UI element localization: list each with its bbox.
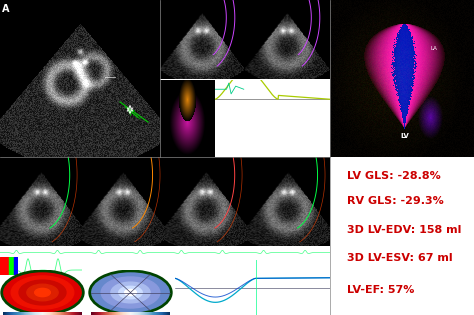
Circle shape (3, 272, 82, 313)
Text: LV: LV (401, 133, 409, 139)
Text: C: C (164, 5, 171, 15)
Text: RV GLS: -29.3%: RV GLS: -29.3% (347, 196, 444, 206)
Bar (0, 257, 9, 275)
Circle shape (35, 288, 50, 297)
Text: 3D LV-ESV: 67 ml: 3D LV-ESV: 67 ml (347, 253, 453, 263)
Circle shape (27, 284, 58, 301)
Text: LA: LA (430, 46, 437, 51)
Circle shape (101, 277, 160, 308)
Bar (9, 257, 13, 275)
Bar (13, 257, 18, 275)
Text: 3D LV-EDV: 158 ml: 3D LV-EDV: 158 ml (347, 225, 462, 235)
Circle shape (91, 272, 170, 313)
Text: RVPWSL: -26.6 %: RVPWSL: -26.6 % (281, 258, 311, 262)
Circle shape (19, 280, 66, 305)
Text: LV GLS: -28.8%: LV GLS: -28.8% (347, 171, 441, 181)
Text: LV-EF: 57%: LV-EF: 57% (347, 285, 415, 295)
Circle shape (111, 282, 150, 303)
Text: B: B (3, 160, 11, 170)
Circle shape (125, 289, 137, 295)
Text: A: A (2, 4, 9, 14)
Text: RVMCSL: -29.3 %: RVMCSL: -29.3 % (281, 262, 310, 266)
Circle shape (11, 276, 74, 309)
Circle shape (119, 286, 142, 299)
